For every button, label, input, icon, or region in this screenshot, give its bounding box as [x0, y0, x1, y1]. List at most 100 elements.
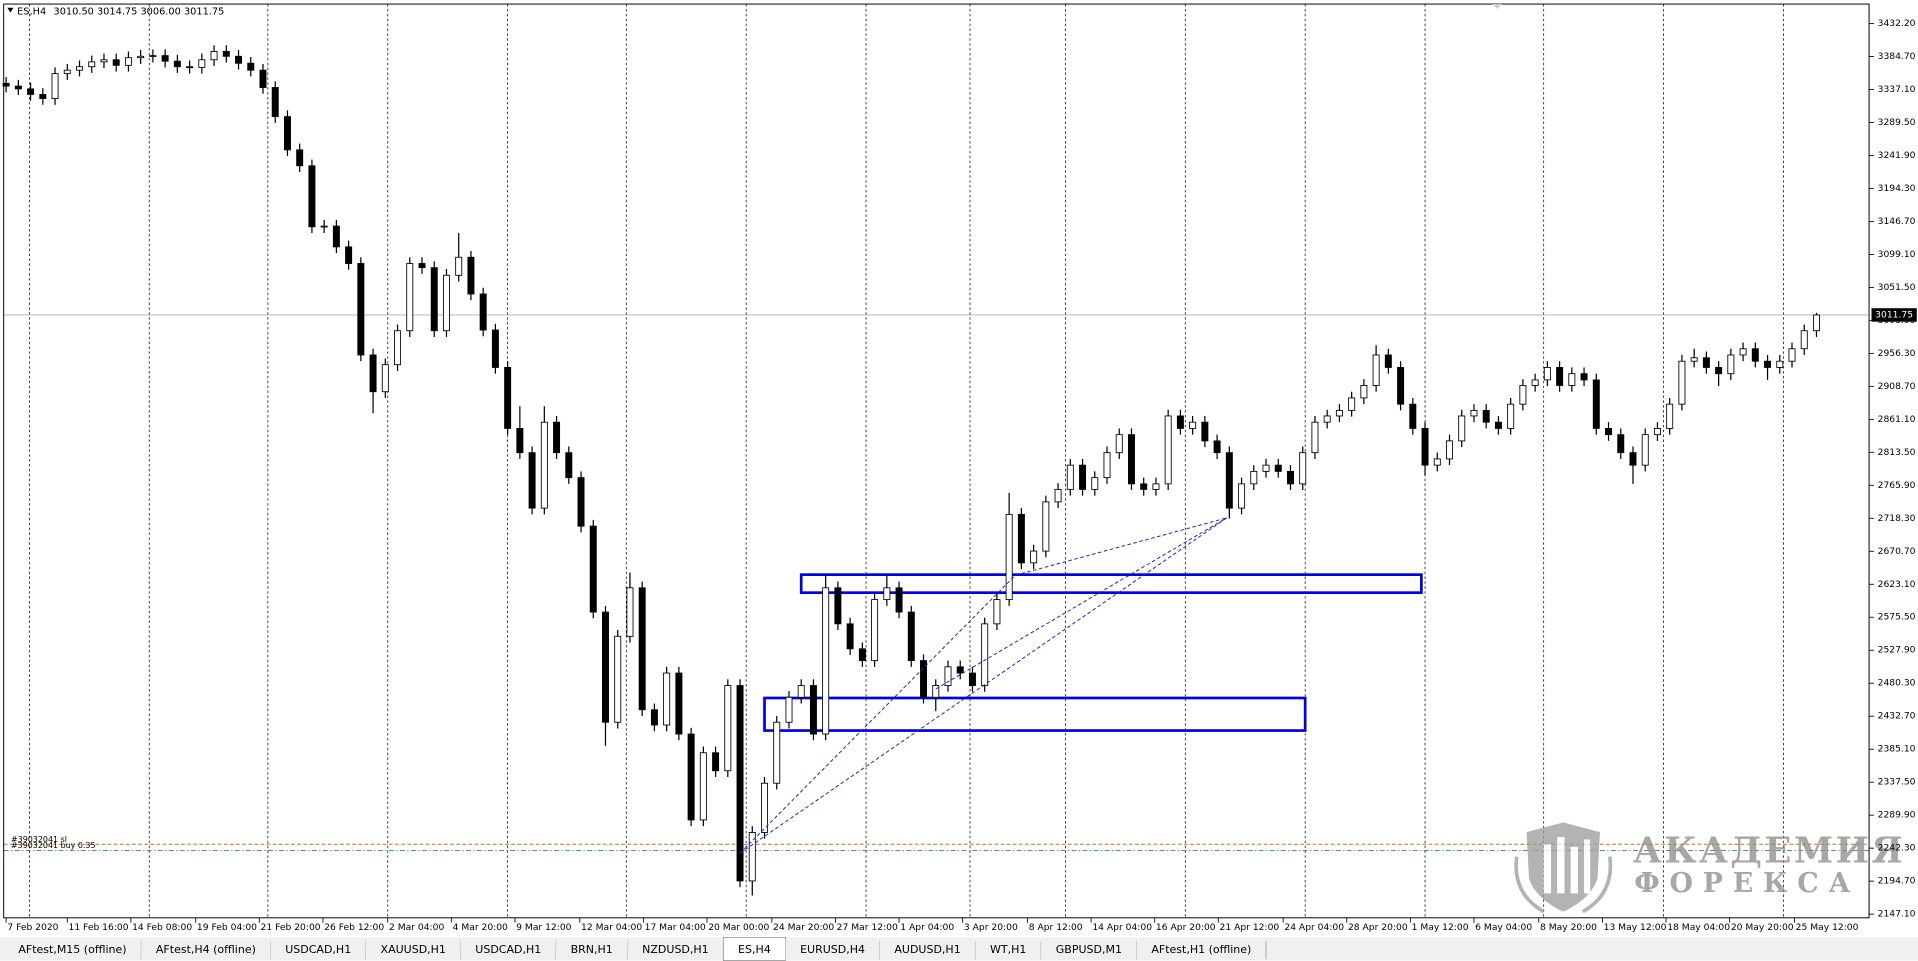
zone-rectangle[interactable] [763, 696, 1307, 732]
y-tick-label: 3241.90 [1878, 150, 1916, 161]
tab[interactable] [785, 939, 880, 960]
candle-body [785, 696, 793, 723]
candle-body [381, 364, 389, 393]
tab[interactable] [627, 939, 724, 960]
tab[interactable] [1136, 939, 1267, 960]
candle-body [650, 709, 658, 726]
zone-rectangle[interactable] [799, 573, 1423, 595]
candle-body [1152, 483, 1160, 490]
tab-label[interactable]: AFtest,H4 (offline) [156, 943, 256, 956]
y-tick-label: 2813.50 [1878, 447, 1916, 458]
y-tick-label: 3194.30 [1878, 183, 1916, 194]
tab[interactable] [975, 939, 1042, 960]
tab[interactable] [365, 939, 461, 960]
tab-label[interactable]: AUDUSD,H1 [894, 943, 960, 956]
x-tick-label: 25 May 12:00 [1796, 922, 1859, 933]
candle-body [1397, 367, 1405, 405]
candle-body [675, 672, 683, 735]
watermark-laurel [1514, 856, 1613, 914]
tab[interactable] [555, 939, 628, 960]
candle-body [88, 61, 96, 68]
candle-body [1348, 397, 1356, 411]
candle-body [1617, 434, 1625, 454]
tab[interactable] [141, 939, 271, 960]
candle-body [467, 256, 475, 295]
tab[interactable] [460, 939, 556, 960]
candle-body [418, 263, 426, 269]
candle-body [956, 666, 964, 674]
tab[interactable] [1041, 939, 1137, 960]
watermark-line2: ФОРЕКСА [1634, 868, 1860, 899]
x-tick-label: 14 Apr 04:00 [1092, 922, 1152, 933]
trendline[interactable] [739, 574, 1016, 854]
y-tick-label: 2908.70 [1878, 381, 1916, 392]
candle-body [1568, 373, 1576, 386]
candle-body [235, 55, 243, 64]
candle-body [63, 69, 71, 75]
candle-body [442, 274, 450, 332]
tab-label[interactable]: XAUUSD,H1 [381, 943, 446, 956]
candle-body [1739, 348, 1747, 356]
y-tick-label: 2956.30 [1878, 348, 1916, 359]
candle-body [761, 782, 768, 833]
watermark: АКАДЕМИЯ ФОРЕКСА [1514, 822, 1903, 914]
tab-label[interactable]: ES,H4 [738, 943, 771, 956]
candle-body [858, 648, 866, 661]
order-label: #39032041 buy 0.35 [11, 841, 96, 850]
trendline[interactable] [935, 517, 1228, 690]
candle-body [846, 623, 854, 650]
candle-body [1250, 470, 1258, 485]
candle-body [1323, 415, 1331, 423]
candle-body [1091, 477, 1099, 490]
tab-label[interactable]: AFtest,M15 (offline) [18, 943, 126, 956]
tab-label[interactable]: USDCAD,H1 [285, 943, 351, 956]
candle-body [1446, 440, 1453, 460]
price-tag-label: 3011.75 [1875, 309, 1913, 320]
candle-body [296, 149, 304, 167]
y-tick-label: 3432.20 [1878, 18, 1916, 29]
tab[interactable] [270, 939, 366, 960]
x-tick-label: 1 May 12:00 [1412, 922, 1469, 933]
menu-arrow[interactable] [7, 7, 14, 13]
candle-body [332, 225, 340, 248]
x-tick-label: 3 Apr 20:00 [964, 922, 1018, 933]
tab-label[interactable]: BRN,H1 [571, 943, 613, 956]
tab-label[interactable]: EURUSD,H4 [800, 943, 865, 956]
candle-body [1311, 421, 1319, 454]
candle-body [1360, 385, 1368, 399]
candle-body [907, 611, 915, 661]
candle-body [809, 685, 817, 735]
candle-body [724, 685, 732, 772]
y-tick-label: 3384.70 [1878, 51, 1916, 62]
candle-body [1238, 483, 1246, 509]
candle-body [1715, 367, 1723, 375]
tab-label[interactable]: WT,H1 [990, 943, 1026, 956]
tab-label[interactable]: NZDUSD,H1 [642, 943, 709, 956]
tab[interactable] [3, 939, 142, 960]
y-tick-label: 2670.70 [1878, 546, 1916, 557]
candle-body [626, 587, 634, 637]
y-tick-label: 3289.50 [1878, 117, 1916, 128]
tab-label[interactable]: USDCAD,H1 [475, 943, 541, 956]
tab-label[interactable]: AFtest,H1 (offline) [1151, 943, 1251, 956]
x-tick-label: 13 May 12:00 [1604, 922, 1667, 933]
tab-label[interactable]: GBPUSD,M1 [1056, 943, 1122, 956]
candle-body [834, 587, 842, 625]
y-tick-label: 3099.10 [1878, 249, 1916, 260]
shift-marker[interactable] [1492, 4, 1503, 9]
tab[interactable] [879, 939, 976, 960]
x-tick-label: 19 Feb 04:00 [197, 922, 257, 933]
candle-body [1201, 421, 1209, 442]
x-tick-label: 24 Apr 04:00 [1284, 922, 1344, 933]
candle-body [712, 752, 720, 772]
candle-body [687, 733, 695, 821]
candle-body [1800, 330, 1808, 350]
candle-body [1702, 357, 1710, 368]
candle-body [1690, 357, 1698, 362]
candle-body [1213, 440, 1221, 454]
trendline[interactable] [739, 517, 1228, 854]
candle-body [968, 672, 976, 686]
candle-body [614, 635, 622, 723]
quote-header: 3010.50 3014.75 3006.00 3011.75 [53, 6, 224, 17]
